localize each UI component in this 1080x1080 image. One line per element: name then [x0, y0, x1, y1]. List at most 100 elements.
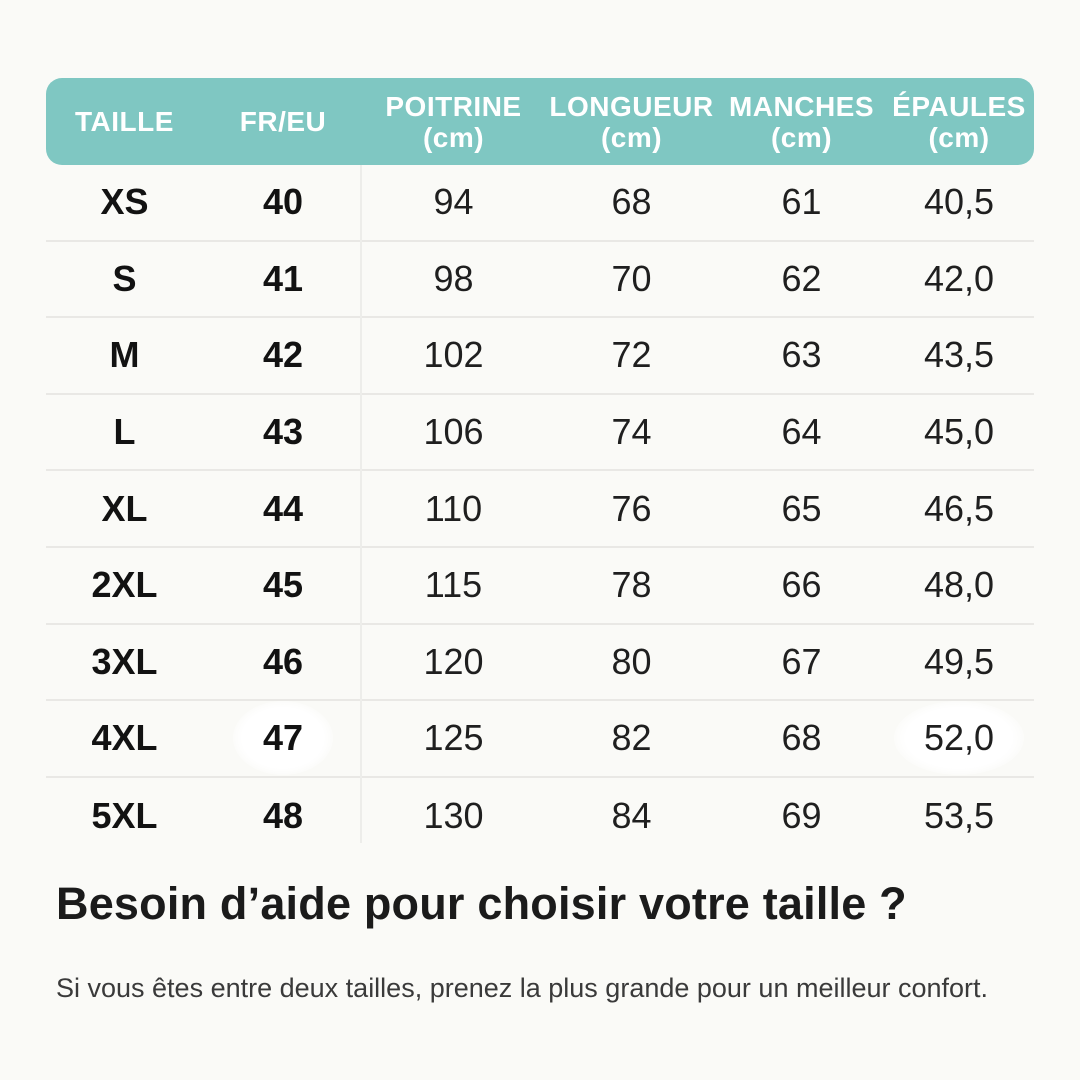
- cell-poitrine: 110: [363, 471, 544, 546]
- cell-value: 46: [262, 640, 304, 682]
- cell-longueur: 78: [544, 548, 719, 623]
- cell-value: XL: [101, 487, 148, 529]
- cell-value: 45: [262, 564, 304, 606]
- cell-fr_eu: 43: [203, 395, 363, 470]
- cell-poitrine: 102: [363, 318, 544, 393]
- cell-manches: 63: [719, 318, 884, 393]
- cell-value: 76: [611, 487, 652, 529]
- cell-value: 84: [611, 795, 652, 837]
- cell-epaules: 42,0: [884, 242, 1034, 317]
- cell-taille: 4XL: [46, 701, 203, 776]
- cell-longueur: 76: [544, 471, 719, 546]
- column-label: TAILLE: [75, 106, 174, 137]
- cell-epaules: 40,5: [884, 165, 1034, 240]
- cell-value: 42: [262, 334, 304, 376]
- cell-taille: L: [46, 395, 203, 470]
- cell-longueur: 70: [544, 242, 719, 317]
- cell-value: 68: [781, 717, 822, 759]
- cell-value: 64: [781, 411, 822, 453]
- cell-value: 110: [424, 487, 483, 529]
- cell-value: 115: [424, 564, 483, 606]
- cell-manches: 66: [719, 548, 884, 623]
- cell-manches: 67: [719, 625, 884, 700]
- cell-epaules: 49,5: [884, 625, 1034, 700]
- cell-value: 106: [423, 411, 484, 453]
- cell-value: 66: [781, 564, 822, 606]
- cell-value: 102: [423, 334, 484, 376]
- cell-value: 47: [232, 701, 334, 776]
- table-row-5xl: 5XL 48 130 84 69 53,5: [46, 778, 1034, 855]
- column-header-taille: TAILLE: [46, 78, 203, 165]
- cell-poitrine: 125: [363, 701, 544, 776]
- table-header: TAILLE FR/EU POITRINE (cm) LONGUEUR (cm) MANCH…: [46, 78, 1034, 165]
- cell-manches: 64: [719, 395, 884, 470]
- cell-longueur: 74: [544, 395, 719, 470]
- cell-taille: 3XL: [46, 625, 203, 700]
- table-row-m: M 42 102 72 63 43,5: [46, 318, 1034, 395]
- cell-epaules: 53,5: [884, 778, 1034, 855]
- cell-value: 70: [611, 257, 652, 299]
- cell-value: 44: [262, 487, 304, 529]
- cell-taille: 5XL: [46, 778, 203, 855]
- column-header-epaules: ÉPAULES (cm): [884, 78, 1034, 165]
- cell-longueur: 84: [544, 778, 719, 855]
- cell-value: 3XL: [91, 640, 158, 682]
- cell-poitrine: 130: [363, 778, 544, 855]
- cell-poitrine: 106: [363, 395, 544, 470]
- cell-value: 42,0: [923, 257, 995, 299]
- column-divider-line: [360, 165, 362, 843]
- cell-poitrine: 94: [363, 165, 544, 240]
- cell-value: 82: [611, 717, 652, 759]
- table-row-2xl: 2XL 45 115 78 66 48,0: [46, 548, 1034, 625]
- cell-value: S: [112, 257, 137, 299]
- column-header-poitrine: POITRINE (cm): [363, 78, 544, 165]
- cell-value: M: [109, 334, 140, 376]
- cell-value: 78: [611, 564, 652, 606]
- cell-value: 69: [781, 795, 822, 837]
- cell-taille: M: [46, 318, 203, 393]
- table-row-l: L 43 106 74 64 45,0: [46, 395, 1034, 472]
- cell-manches: 69: [719, 778, 884, 855]
- column-label: FR/EU: [239, 106, 327, 137]
- table-row-s: S 41 98 70 62 42,0: [46, 242, 1034, 319]
- column-unit-label: (cm): [770, 121, 833, 153]
- cell-value: 48,0: [923, 564, 995, 606]
- cell-longueur: 68: [544, 165, 719, 240]
- column-unit-label: (cm): [600, 121, 663, 153]
- cell-longueur: 72: [544, 318, 719, 393]
- column-header-fr_eu: FR/EU: [203, 78, 363, 165]
- column-header-longueur: LONGUEUR (cm): [544, 78, 719, 165]
- cell-epaules: 52,0: [884, 701, 1034, 776]
- table-row-xs: XS 40 94 68 61 40,5: [46, 165, 1034, 242]
- cell-manches: 65: [719, 471, 884, 546]
- cell-manches: 62: [719, 242, 884, 317]
- column-label: POITRINE: [385, 90, 522, 122]
- cell-value: 120: [423, 640, 484, 682]
- column-unit-label: (cm): [928, 121, 990, 153]
- column-label: ÉPAULES: [892, 90, 1026, 122]
- column-label: MANCHES: [728, 90, 875, 122]
- cell-longueur: 82: [544, 701, 719, 776]
- cell-fr_eu: 48: [203, 778, 363, 855]
- cell-value: 53,5: [923, 795, 995, 837]
- cell-epaules: 48,0: [884, 548, 1034, 623]
- cell-fr_eu: 44: [203, 471, 363, 546]
- cell-value: 49,5: [923, 640, 995, 682]
- cell-value: 72: [611, 334, 652, 376]
- cell-fr_eu: 47: [203, 701, 363, 776]
- cell-epaules: 46,5: [884, 471, 1034, 546]
- cell-value: 80: [611, 640, 652, 682]
- cell-fr_eu: 42: [203, 318, 363, 393]
- cell-value: 67: [781, 640, 822, 682]
- cell-manches: 68: [719, 701, 884, 776]
- cell-value: 61: [781, 181, 822, 223]
- cell-taille: XL: [46, 471, 203, 546]
- cell-value: 4XL: [91, 717, 158, 759]
- cell-value: 40,5: [923, 181, 995, 223]
- cell-poitrine: 115: [363, 548, 544, 623]
- cell-value: 43,5: [923, 334, 995, 376]
- cell-value: 40: [262, 181, 304, 223]
- cell-value: 68: [611, 181, 652, 223]
- cell-longueur: 80: [544, 625, 719, 700]
